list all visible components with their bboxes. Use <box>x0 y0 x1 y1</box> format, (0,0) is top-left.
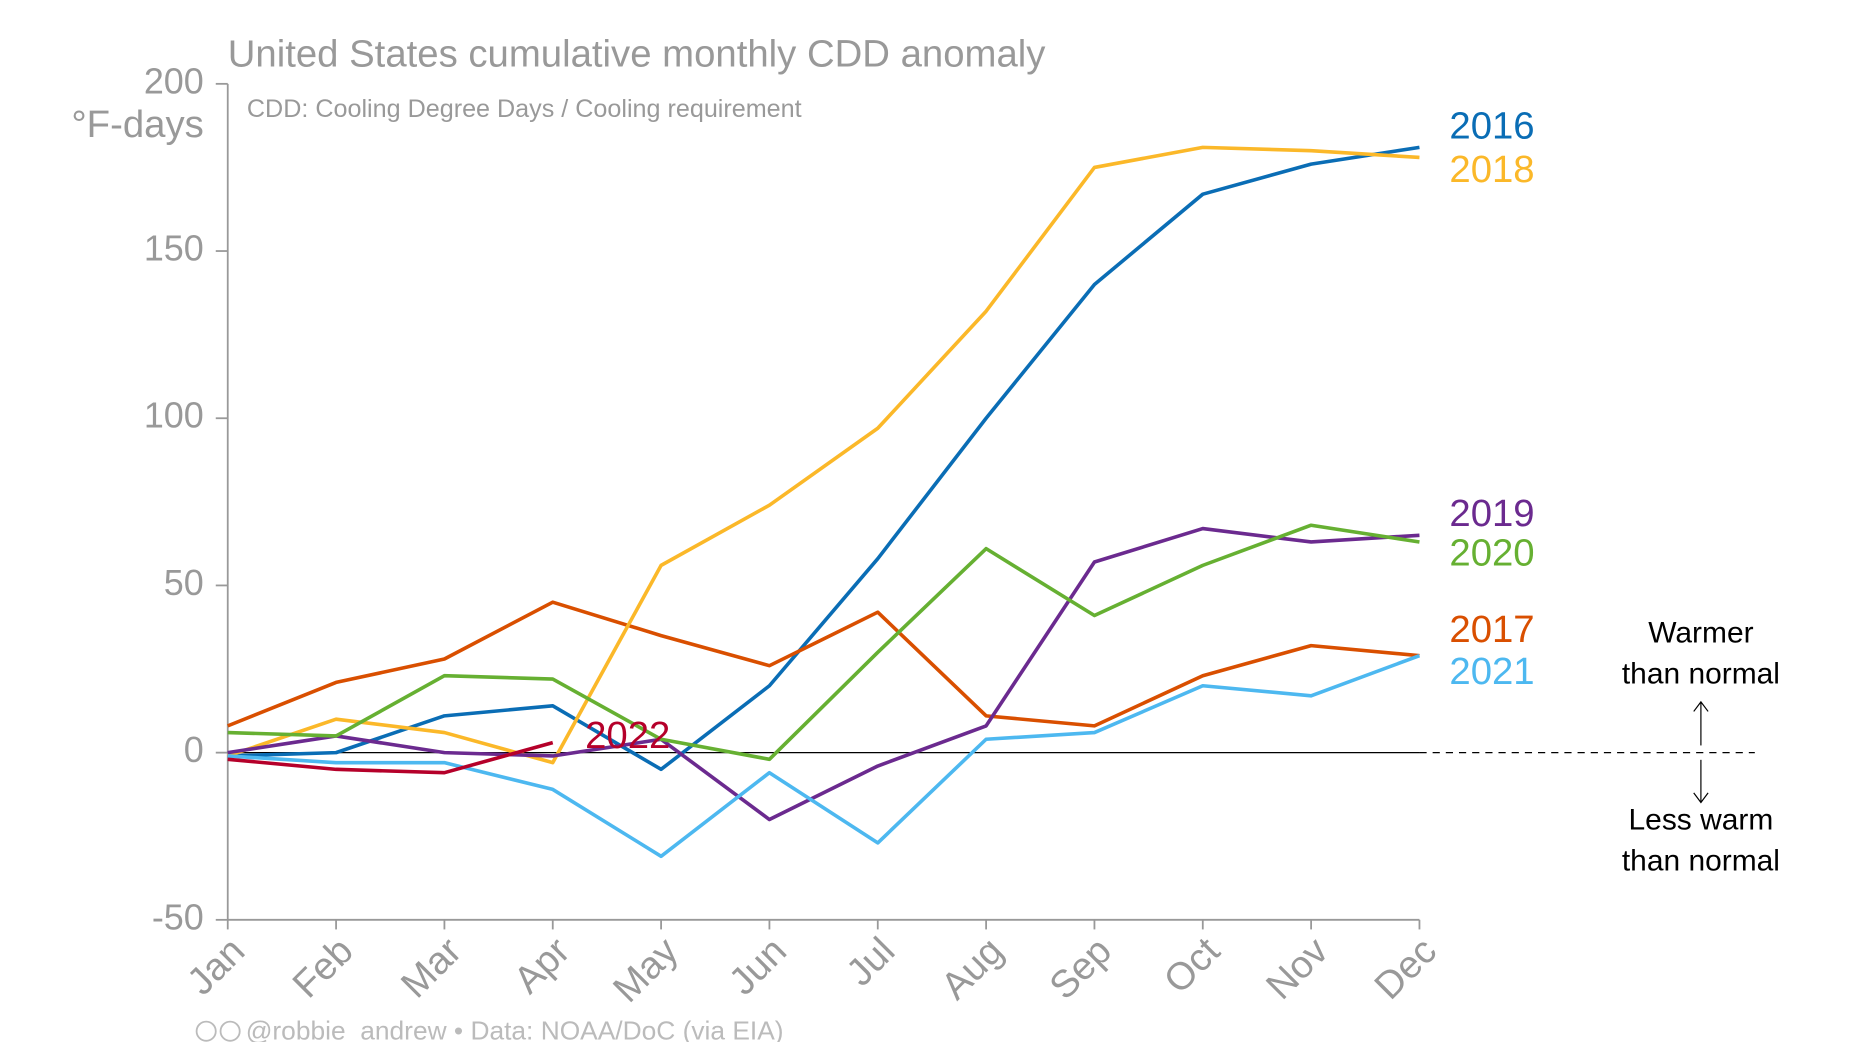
series-line <box>227 145 1420 772</box>
chart-subtitle: CDD: Cooling Degree Days / Cooling requi… <box>247 95 802 123</box>
series-label: 2018 <box>1449 148 1534 191</box>
y-tick-label: -50 <box>152 896 204 937</box>
series-line <box>227 526 1420 822</box>
x-tick-label: Oct <box>1156 929 1229 1002</box>
x-tick-label: May <box>605 929 687 1011</box>
arrow-down-head <box>1693 792 1709 804</box>
cc-icons <box>195 1020 241 1042</box>
series-line <box>227 523 1420 762</box>
series-label: 2017 <box>1449 608 1534 651</box>
x-tick-label: Jul <box>838 929 903 994</box>
series-label: 2016 <box>1449 104 1534 147</box>
annotation: Less warm <box>1629 804 1774 837</box>
x-tick-label: Apr <box>506 929 579 1002</box>
x-tick-label: Feb <box>284 929 361 1006</box>
series-line <box>227 600 1420 728</box>
arrow-up-head <box>1693 700 1709 712</box>
y-axis-label: °F-days <box>71 103 203 146</box>
x-tick-label: Dec <box>1366 929 1445 1008</box>
annotation: than normal <box>1622 844 1780 877</box>
series-label: 2019 <box>1449 492 1534 535</box>
series-label: 2022 <box>585 714 670 757</box>
x-tick-label: Sep <box>1041 929 1120 1008</box>
x-tick-label: Mar <box>393 929 470 1006</box>
series-label: 2021 <box>1449 650 1534 693</box>
x-tick-label: Jan <box>179 929 253 1003</box>
x-tick-label: Nov <box>1258 929 1337 1008</box>
annotation: Warmer <box>1648 617 1753 650</box>
y-tick-label: 0 <box>184 729 204 770</box>
series-line <box>227 740 554 775</box>
x-tick-label: Jun <box>721 929 795 1003</box>
y-tick-label: 150 <box>144 228 204 269</box>
series-line <box>227 653 1421 859</box>
series-line <box>227 145 1420 765</box>
y-tick-label: 100 <box>144 395 204 436</box>
x-tick-label: Aug <box>933 929 1012 1008</box>
footer: @robbie_andrew • Data: NOAA/DoC (via EIA… <box>246 1015 784 1042</box>
y-tick-label: 50 <box>164 562 204 603</box>
series-label: 2020 <box>1449 531 1534 574</box>
chart-title: United States cumulative monthly CDD ano… <box>228 32 1047 75</box>
y-tick-label: 200 <box>144 60 204 101</box>
annotation: than normal <box>1622 657 1780 690</box>
